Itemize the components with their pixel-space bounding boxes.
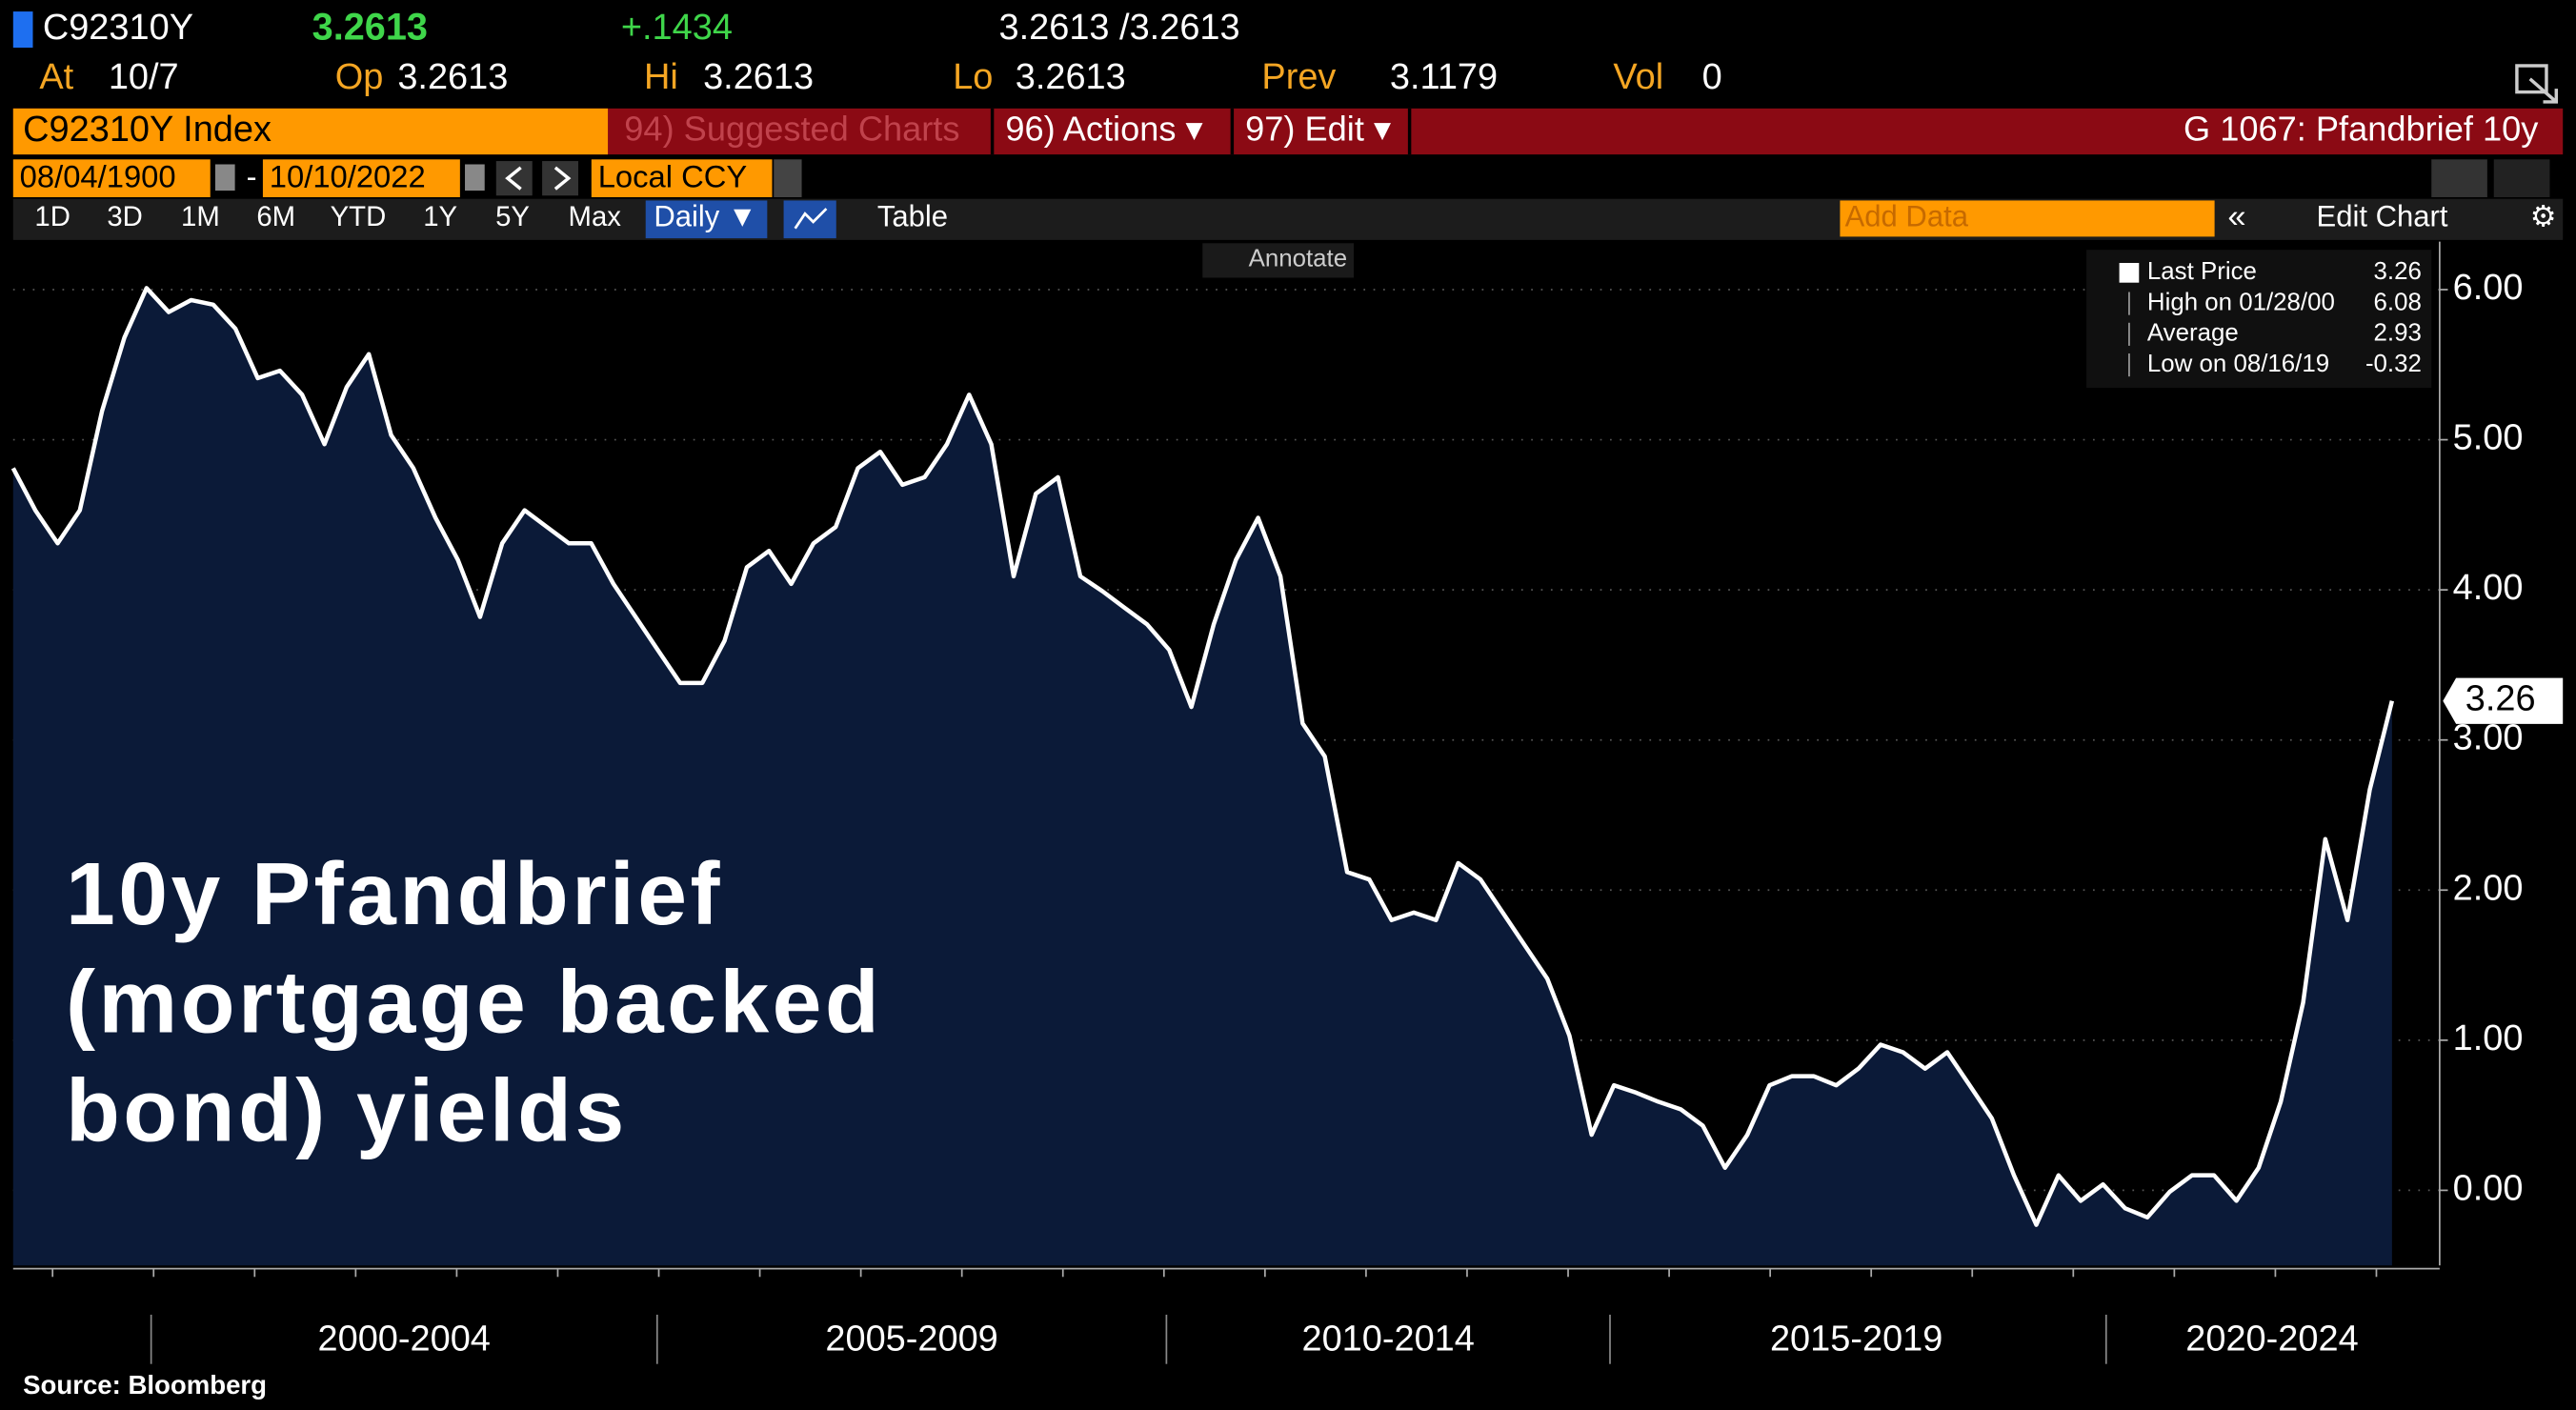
end-date: 10/10/2022 bbox=[270, 159, 426, 194]
edit-chart[interactable]: Edit Chart bbox=[2317, 200, 2448, 233]
vol-label: Vol bbox=[1613, 57, 1663, 97]
start-date-box[interactable] bbox=[12, 159, 211, 197]
next-arrow bbox=[553, 166, 572, 191]
add-data-box[interactable] bbox=[1840, 200, 2215, 237]
range-tab[interactable]: YTD bbox=[331, 201, 387, 232]
redo-button[interactable] bbox=[2493, 159, 2550, 197]
range-tab[interactable]: Max bbox=[569, 201, 622, 232]
x-tick-label: 2005-2009 bbox=[825, 1319, 997, 1360]
source: Source: Bloomberg bbox=[23, 1370, 267, 1400]
x-tick-label: 2000-2004 bbox=[318, 1319, 491, 1360]
legend-value: 6.08 bbox=[2374, 289, 2422, 315]
popout-icon[interactable] bbox=[2515, 64, 2559, 104]
overlay-line: bond) yields bbox=[66, 1061, 628, 1160]
y-tick-label: 4.00 bbox=[2453, 568, 2524, 608]
currency-dropdown[interactable] bbox=[774, 159, 802, 197]
prev-label: Prev bbox=[1261, 57, 1336, 97]
add-data: Add Data bbox=[1845, 200, 1969, 233]
legend-value: 3.26 bbox=[2374, 258, 2422, 285]
currency-box[interactable] bbox=[591, 159, 773, 197]
x-tick-label: 2015-2019 bbox=[1770, 1319, 1942, 1360]
ticker-marker bbox=[12, 11, 33, 49]
last-price-tag bbox=[2443, 677, 2564, 724]
y-tick-label: 2.00 bbox=[2453, 868, 2524, 908]
legend-value: 2.93 bbox=[2374, 320, 2422, 347]
range-dash: - bbox=[247, 159, 257, 194]
range-tab[interactable]: 1M bbox=[181, 201, 220, 232]
price: 3.2613 bbox=[312, 7, 428, 49]
actions-menu[interactable]: 96) Actions ▾ bbox=[1005, 110, 1202, 149]
y-tick-label: 0.00 bbox=[2453, 1168, 2524, 1208]
legend bbox=[2086, 250, 2432, 389]
change: +.1434 bbox=[621, 8, 733, 48]
range-tab[interactable]: 1Y bbox=[423, 201, 457, 232]
frequency-box[interactable] bbox=[645, 200, 768, 239]
currency: Local CCY bbox=[598, 159, 748, 194]
lo-label: Lo bbox=[953, 57, 993, 97]
prev-arrow bbox=[505, 166, 522, 191]
legend-label: Last Price bbox=[2147, 258, 2257, 285]
undo-button[interactable] bbox=[2431, 159, 2487, 197]
at-value: 10/7 bbox=[109, 57, 179, 97]
vol-value: 0 bbox=[1702, 57, 1722, 97]
range-tab[interactable]: 6M bbox=[256, 201, 295, 232]
line bbox=[10, 286, 2395, 1227]
security: C92310Y Index bbox=[23, 110, 272, 150]
y-tick-label: 5.00 bbox=[2453, 418, 2524, 458]
x-tick-label: 2020-2024 bbox=[2185, 1319, 2358, 1360]
prev-button[interactable] bbox=[495, 161, 533, 196]
x-tick-label: 2010-2014 bbox=[1301, 1319, 1474, 1360]
op-label: Op bbox=[335, 57, 384, 97]
legend-value: -0.32 bbox=[2365, 351, 2422, 377]
legend-label: Low on 08/16/19 bbox=[2147, 351, 2329, 377]
calendar-icon[interactable] bbox=[465, 164, 485, 191]
security-box[interactable] bbox=[12, 108, 609, 155]
settings-icon[interactable]: ⚙ bbox=[2530, 200, 2557, 233]
calendar-icon[interactable] bbox=[214, 164, 235, 191]
table-button[interactable]: Table bbox=[877, 200, 948, 233]
bid-ask: 3.2613 /3.2613 bbox=[998, 8, 1239, 48]
edit-menu[interactable]: 97) Edit ▾ bbox=[1245, 110, 1391, 149]
end-date-box[interactable] bbox=[262, 159, 460, 197]
next-button[interactable] bbox=[542, 161, 579, 196]
ticker: C92310Y bbox=[43, 8, 193, 48]
overlay-line: 10y Pfandbrief bbox=[66, 844, 723, 943]
at-label: At bbox=[39, 57, 73, 97]
op-value: 3.2613 bbox=[397, 57, 508, 97]
range-tab[interactable]: 3D bbox=[107, 201, 142, 232]
range-tab[interactable]: 5Y bbox=[495, 201, 530, 232]
legend-label: Average bbox=[2147, 320, 2239, 347]
legend-swatch bbox=[2119, 262, 2140, 283]
hi-label: Hi bbox=[644, 57, 678, 97]
legend-label: High on 01/28/00 bbox=[2147, 289, 2335, 315]
frequency: Daily ▼ bbox=[654, 200, 756, 233]
suggested-charts[interactable]: 94) Suggested Charts bbox=[624, 110, 959, 149]
last-price-label: 3.26 bbox=[2465, 679, 2536, 719]
start-date: 08/04/1900 bbox=[20, 159, 176, 194]
y-tick-label: 1.00 bbox=[2453, 1018, 2524, 1058]
lo-value: 3.2613 bbox=[1016, 57, 1126, 97]
area bbox=[12, 288, 2392, 1266]
annotate-button[interactable] bbox=[1202, 243, 1354, 278]
function-title: G 1067: Pfandbrief 10y bbox=[2184, 110, 2539, 149]
range-tab[interactable]: 1D bbox=[34, 201, 70, 232]
prev-value: 3.1179 bbox=[1390, 57, 1498, 97]
y-tick-label: 6.00 bbox=[2453, 268, 2524, 308]
collapse-icon[interactable]: « bbox=[2227, 199, 2245, 235]
overlay-line: (mortgage backed bbox=[66, 953, 882, 1052]
y-tick-label: 3.00 bbox=[2453, 718, 2524, 758]
chart-type-icon bbox=[794, 208, 828, 230]
annotate: Annotate bbox=[1249, 245, 1348, 272]
hi-value: 3.2613 bbox=[703, 57, 814, 97]
